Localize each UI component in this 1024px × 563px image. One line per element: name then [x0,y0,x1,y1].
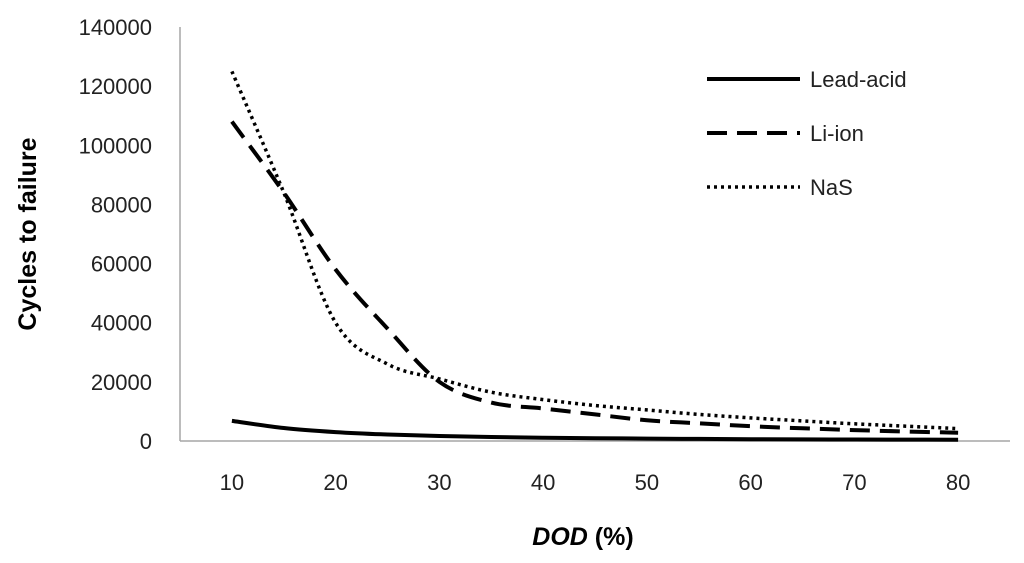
x-axis-label-main: DOD [532,523,588,551]
y-tick-label: 80000 [91,192,152,217]
x-tick-label: 30 [427,470,451,495]
x-tick-label: 70 [842,470,866,495]
x-tick-label: 40 [531,470,555,495]
y-tick-label: 60000 [91,252,152,277]
x-tick-label: 50 [635,470,659,495]
legend-label: Li-ion [810,121,864,146]
x-axis-label: DOD (%) [532,523,633,551]
x-axis-label-unit: (%) [588,523,634,551]
legend: Lead-acid Li-ion NaS [707,67,907,200]
y-tick-label: 20000 [91,370,152,395]
y-axis-label: Cycles to failure [14,137,42,330]
y-tick-label: 100000 [79,133,152,158]
x-tick-label: 20 [323,470,347,495]
x-tick-label: 60 [738,470,762,495]
y-tick-labels: 0 20000 40000 60000 80000 100000 120000 140000 [79,15,152,454]
series-lines [230,70,959,442]
x-tick-label: 80 [946,470,970,495]
series-line-lead-acid [231,418,959,442]
y-tick-label: 40000 [91,311,152,336]
legend-label: NaS [810,175,853,200]
y-tick-label: 120000 [79,74,152,99]
x-tick-labels: 10 20 30 40 50 60 70 80 [220,470,971,495]
y-tick-label: 0 [140,429,152,454]
legend-label: Lead-acid [810,67,907,92]
x-tick-label: 10 [220,470,244,495]
series-line-li-ion [230,120,959,435]
y-tick-label: 140000 [79,15,152,40]
